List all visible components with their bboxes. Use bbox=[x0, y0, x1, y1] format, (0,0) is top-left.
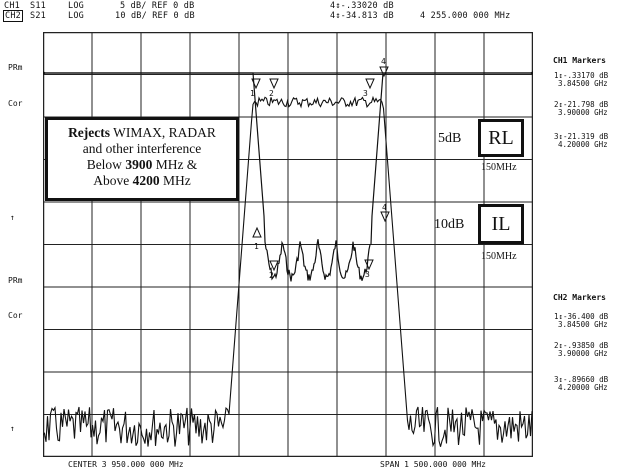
callout-line4-post: MHz bbox=[159, 173, 191, 188]
marker-4-low-icon bbox=[380, 211, 390, 223]
marker4-ch2-readout: 4↕-34.813 dB bbox=[330, 11, 394, 21]
rl-box: RL bbox=[478, 119, 524, 157]
ch2-prm-label: PRm bbox=[8, 276, 23, 285]
marker4-frequency: 4 255.000 000 MHz bbox=[420, 11, 511, 21]
ch2-marker3-freq: 4.20000 GHz bbox=[558, 383, 608, 392]
ch1-format: LOG bbox=[68, 1, 84, 11]
rl-span-label: 150MHz bbox=[481, 162, 517, 173]
il-span-label: 150MHz bbox=[481, 251, 517, 262]
callout-line4-pre: Above bbox=[93, 173, 133, 188]
ch2-cor-label: Cor bbox=[8, 311, 23, 320]
il-label: IL bbox=[491, 213, 511, 235]
marker-1-label: 1 bbox=[250, 89, 255, 98]
marker-3-top-icon bbox=[365, 78, 375, 90]
ch2-marker3-value: 3↕-.89660 dB bbox=[554, 375, 609, 384]
ch1-marker3-freq: 4.20000 GHz bbox=[558, 140, 608, 149]
callout-rejects: Rejects bbox=[68, 125, 111, 140]
ch1-markers-title: CH1 Markers bbox=[553, 56, 606, 65]
marker-2-top-icon bbox=[269, 78, 279, 90]
ch1-marker1-value: 1↕-.33170 dB bbox=[554, 71, 609, 80]
ch1-marker1-freq: 3.84500 GHz bbox=[558, 79, 608, 88]
il-scale-value: 10dB bbox=[434, 217, 465, 232]
callout-line3-pre: Below bbox=[86, 157, 126, 172]
callout-line1: WIMAX, RADAR bbox=[110, 125, 216, 140]
ch2-ref-arrow-icon: ↑ bbox=[10, 424, 15, 433]
callout-freq-low: 3900 bbox=[125, 157, 153, 172]
rl-label: RL bbox=[488, 127, 514, 149]
ch1-marker2-freq: 3.90000 GHz bbox=[558, 108, 608, 117]
ch1-scale: 5 dB/ REF 0 dB bbox=[120, 1, 195, 11]
ch1-prm-label: PRm bbox=[8, 63, 23, 72]
marker-1-low-icon bbox=[252, 226, 262, 238]
marker-4-top-icon bbox=[379, 66, 389, 78]
ch2-marker2-freq: 3.90000 GHz bbox=[558, 349, 608, 358]
trace-plot[interactable]: 1 2 3 4 1 2 3 4 bbox=[43, 32, 533, 457]
marker-2-low-label: 2 bbox=[269, 271, 274, 280]
ch2-marker1-freq: 3.84500 GHz bbox=[558, 320, 608, 329]
marker-2-label: 2 bbox=[269, 89, 274, 98]
callout-line2: and other interference bbox=[82, 141, 202, 156]
channel-1-label[interactable]: CH1 bbox=[4, 1, 20, 11]
callout-freq-high: 4200 bbox=[132, 173, 160, 188]
plot-grid bbox=[43, 32, 533, 457]
channel-2-label[interactable]: CH2 bbox=[3, 10, 23, 22]
marker-3-low-label: 3 bbox=[365, 270, 370, 279]
ch2-marker2-value: 2↕-.93850 dB bbox=[554, 341, 609, 350]
ch1-marker2-value: 2↕-21.798 dB bbox=[554, 100, 609, 109]
marker-4-low-label: 4 bbox=[382, 203, 387, 212]
marker4-ch1-readout: 4↕-.33020 dB bbox=[330, 1, 394, 11]
center-frequency: CENTER 3 950.000 000 MHz bbox=[68, 460, 184, 469]
ch1-ref-arrow-icon: ↑ bbox=[10, 213, 15, 222]
ch2-trace bbox=[43, 95, 533, 448]
rejection-callout: Rejects WIMAX, RADAR and other interfere… bbox=[45, 117, 239, 201]
ch1-parameter: S11 bbox=[30, 1, 46, 11]
ch1-trace bbox=[43, 72, 533, 282]
marker-3-label: 3 bbox=[363, 89, 368, 98]
ch1-cor-label: Cor bbox=[8, 99, 23, 108]
marker-symbols bbox=[251, 66, 390, 272]
ch2-scale: 10 dB/ REF 0 dB bbox=[115, 11, 195, 21]
marker-2-low-icon bbox=[269, 260, 279, 272]
span-frequency: SPAN 1 500.000 000 MHz bbox=[380, 460, 486, 469]
ch2-markers-title: CH2 Markers bbox=[553, 293, 606, 302]
ch1-marker3-value: 3↕-21.319 dB bbox=[554, 132, 609, 141]
ch2-marker1-value: 1↕-36.400 dB bbox=[554, 312, 609, 321]
marker-4-label: 4 bbox=[381, 57, 386, 66]
marker-1-top-icon bbox=[251, 78, 261, 90]
il-box: IL bbox=[478, 204, 524, 244]
rl-scale-value: 5dB bbox=[438, 131, 462, 146]
ch2-parameter: S21 bbox=[30, 11, 46, 21]
marker-3-low-icon bbox=[364, 259, 374, 271]
ch2-format: LOG bbox=[68, 11, 84, 21]
marker-1-low-label: 1 bbox=[254, 242, 259, 251]
callout-line3-post: MHz & bbox=[152, 157, 198, 172]
